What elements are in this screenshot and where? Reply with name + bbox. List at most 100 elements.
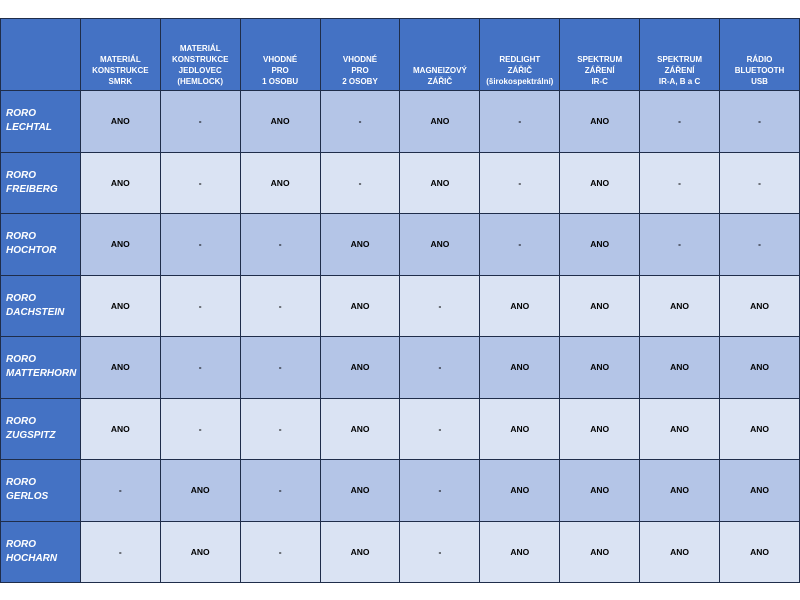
table-cell: - bbox=[719, 151, 800, 214]
column-header-line: ZÁŘIČ bbox=[427, 77, 453, 86]
table-cell: ANO bbox=[559, 274, 641, 337]
header-row: MATERIÁL KONSTRUKCE SMRK MATERIÁL KONSTRUKCE… bbox=[0, 18, 800, 91]
product-name: RORO HOCHTOR bbox=[0, 213, 81, 276]
corner-cell bbox=[0, 18, 81, 91]
product-name-line: RORO bbox=[6, 231, 36, 243]
table-row: RORO ZUGSPITZ ANO - - ANO - ANO ANO ANO ANO bbox=[0, 397, 800, 460]
table-cell: ANO bbox=[559, 90, 641, 153]
product-name: RORO GERLOS bbox=[0, 459, 81, 522]
table-cell: - bbox=[639, 90, 721, 153]
table-cell: ANO bbox=[559, 213, 641, 276]
table-cell: - bbox=[239, 397, 321, 460]
table-cell: - bbox=[479, 90, 561, 153]
table-cell: ANO bbox=[559, 520, 641, 583]
table-cell: - bbox=[719, 213, 800, 276]
table-cell: ANO bbox=[479, 336, 561, 399]
table-cell: - bbox=[159, 151, 241, 214]
column-header-line: REDLIGHT bbox=[499, 55, 541, 64]
column-header: MATERIÁL KONSTRUKCE JEDLOVEC (HEMLOCK) bbox=[159, 18, 241, 91]
table-row: RORO HOCHARN - ANO - ANO - ANO ANO ANO ANO bbox=[0, 520, 800, 583]
product-name-line: RORO bbox=[6, 477, 36, 489]
table-cell: - bbox=[399, 459, 481, 522]
product-name: RORO LECHTAL bbox=[0, 90, 81, 153]
table-cell: ANO bbox=[159, 459, 241, 522]
table-cell: ANO bbox=[319, 213, 401, 276]
product-name: RORO ZUGSPITZ bbox=[0, 397, 81, 460]
column-header: MATERIÁL KONSTRUKCE SMRK bbox=[79, 18, 161, 91]
table-cell: ANO bbox=[79, 213, 161, 276]
table-cell: - bbox=[479, 213, 561, 276]
table-cell: ANO bbox=[319, 520, 401, 583]
column-header-line: BLUETOOTH bbox=[734, 66, 785, 75]
product-name: RORO HOCHARN bbox=[0, 520, 81, 583]
table-cell: - bbox=[159, 397, 241, 460]
product-name-line: RORO bbox=[6, 108, 36, 120]
table-cell: ANO bbox=[559, 397, 641, 460]
column-header: VHODNÉ PRO 2 OSOBY bbox=[319, 18, 401, 91]
product-name-line: MATTERHORN bbox=[6, 368, 77, 380]
column-header-line: SPEKTRUM bbox=[657, 55, 703, 64]
table-cell: ANO bbox=[639, 520, 721, 583]
table-cell: ANO bbox=[319, 336, 401, 399]
product-name: RORO MATTERHORN bbox=[0, 336, 81, 399]
column-header-line: JEDLOVEC bbox=[178, 66, 222, 75]
table-cell: ANO bbox=[79, 90, 161, 153]
table-cell: - bbox=[719, 90, 800, 153]
product-name-line: FREIBERG bbox=[6, 183, 58, 195]
table-row: RORO GERLOS - ANO - ANO - ANO ANO ANO ANO bbox=[0, 459, 800, 522]
table-row: RORO FREIBERG ANO - ANO - ANO - ANO - - bbox=[0, 151, 800, 214]
table-cell: ANO bbox=[559, 336, 641, 399]
column-header-line: 1 OSOBU bbox=[262, 77, 299, 86]
product-name-line: DACHSTEIN bbox=[6, 306, 65, 318]
product-name-line: RORO bbox=[6, 415, 36, 427]
table-cell: ANO bbox=[639, 397, 721, 460]
table-cell: - bbox=[639, 213, 721, 276]
column-header-line: VHODNÉ bbox=[263, 55, 298, 64]
table-row: RORO DACHSTEIN ANO - - ANO - ANO ANO ANO ANO bbox=[0, 274, 800, 337]
table-cell: - bbox=[319, 90, 401, 153]
table-cell: - bbox=[399, 274, 481, 337]
table-cell: ANO bbox=[559, 151, 641, 214]
table-cell: - bbox=[239, 213, 321, 276]
column-header-line: KONSTRUKCE bbox=[172, 55, 229, 64]
column-header: VHODNÉ PRO 1 OSOBU bbox=[239, 18, 321, 91]
table-cell: ANO bbox=[159, 520, 241, 583]
table-cell: ANO bbox=[399, 90, 481, 153]
table-cell: - bbox=[79, 520, 161, 583]
column-header: RÁDIO BLUETOOTH USB bbox=[719, 18, 800, 91]
comparison-table: MATERIÁL KONSTRUKCE SMRK MATERIÁL KONSTRUKCE… bbox=[0, 18, 800, 583]
column-header-line: ZÁŘENÍ bbox=[584, 66, 615, 75]
column-header-line: SMRK bbox=[108, 77, 133, 86]
column-header-line: MATERIÁL bbox=[179, 44, 221, 53]
table-cell: - bbox=[399, 397, 481, 460]
column-header: REDLIGHT ZÁŘIČ (širokospektrální) bbox=[479, 18, 561, 91]
table-row: RORO LECHTAL ANO - ANO - ANO - ANO - - bbox=[0, 90, 800, 153]
product-name-line: RORO bbox=[6, 169, 36, 181]
column-header-line: PRO bbox=[271, 66, 289, 75]
table-cell: ANO bbox=[639, 336, 721, 399]
table-cell: - bbox=[239, 520, 321, 583]
table-cell: ANO bbox=[79, 151, 161, 214]
table-cell: ANO bbox=[479, 520, 561, 583]
column-header-line: IR-C bbox=[591, 77, 608, 86]
product-name: RORO FREIBERG bbox=[0, 151, 81, 214]
product-name-line: HOCHARN bbox=[6, 552, 58, 564]
table-cell: - bbox=[239, 336, 321, 399]
column-header: SPEKTRUM ZÁŘENÍ IR-A, B a C bbox=[639, 18, 721, 91]
table-cell: ANO bbox=[719, 520, 800, 583]
table-cell: - bbox=[399, 520, 481, 583]
table-row: RORO MATTERHORN ANO - - ANO - ANO ANO ANO ANO bbox=[0, 336, 800, 399]
product-name-line: HOCHTOR bbox=[6, 245, 57, 257]
table-cell: ANO bbox=[79, 397, 161, 460]
table-cell: - bbox=[159, 213, 241, 276]
product-name-line: RORO bbox=[6, 354, 36, 366]
table-cell: ANO bbox=[719, 336, 800, 399]
product-name-line: RORO bbox=[6, 538, 36, 550]
column-header-line: VHODNÉ bbox=[342, 55, 378, 64]
column-header-line: IR-A, B a C bbox=[658, 77, 701, 86]
column-header-line: MAGNEIZOVÝ bbox=[413, 66, 467, 75]
table-cell: ANO bbox=[399, 213, 481, 276]
column-header: MAGNEIZOVÝ ZÁŘIČ bbox=[399, 18, 481, 91]
table-row: RORO HOCHTOR ANO - - ANO ANO - ANO - - bbox=[0, 213, 800, 276]
column-header: SPEKTRUM ZÁŘENÍ IR-C bbox=[559, 18, 641, 91]
